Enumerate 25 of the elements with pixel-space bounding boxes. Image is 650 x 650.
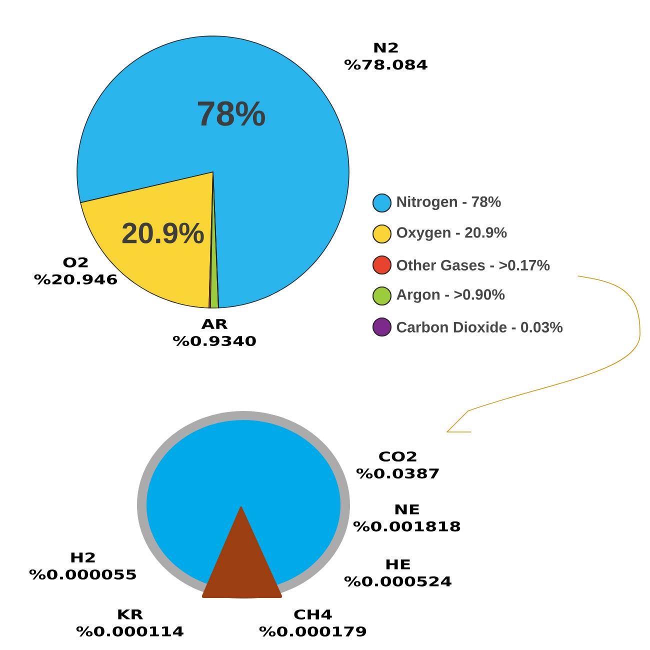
text: KR [118, 610, 144, 620]
text: CH4 [294, 609, 332, 620]
text: O2 [63, 257, 88, 268]
text: %0.0387 [356, 468, 439, 479]
text: H2 [71, 552, 95, 562]
text: %0.001818 [353, 521, 460, 532]
text: %0.000524 [344, 576, 452, 586]
text: N2 [374, 42, 398, 53]
data-label: 20.9% [122, 222, 204, 244]
legend-label: Argon - >0.90% [396, 289, 505, 303]
text: AR [201, 319, 228, 329]
legend-label: Carbon Dioxide - 0.03% [396, 321, 563, 333]
text: %20.946 [34, 274, 118, 284]
legend-label: Oxygen - 20.9% [396, 227, 507, 241]
legend-label: Nitrogen - 78% [397, 196, 501, 210]
text: HE [386, 560, 410, 570]
text: %0.000055 [29, 569, 136, 580]
text: %0.000179 [259, 626, 366, 637]
legend-label: Other Gases - >0.17% [396, 259, 550, 270]
text: %78.084 [344, 60, 428, 70]
data-label: 78% [198, 101, 265, 126]
text: NE [395, 504, 419, 514]
text: %0.9340 [173, 336, 256, 346]
text: CO2 [379, 451, 416, 462]
text: %0.000114 [76, 626, 184, 636]
